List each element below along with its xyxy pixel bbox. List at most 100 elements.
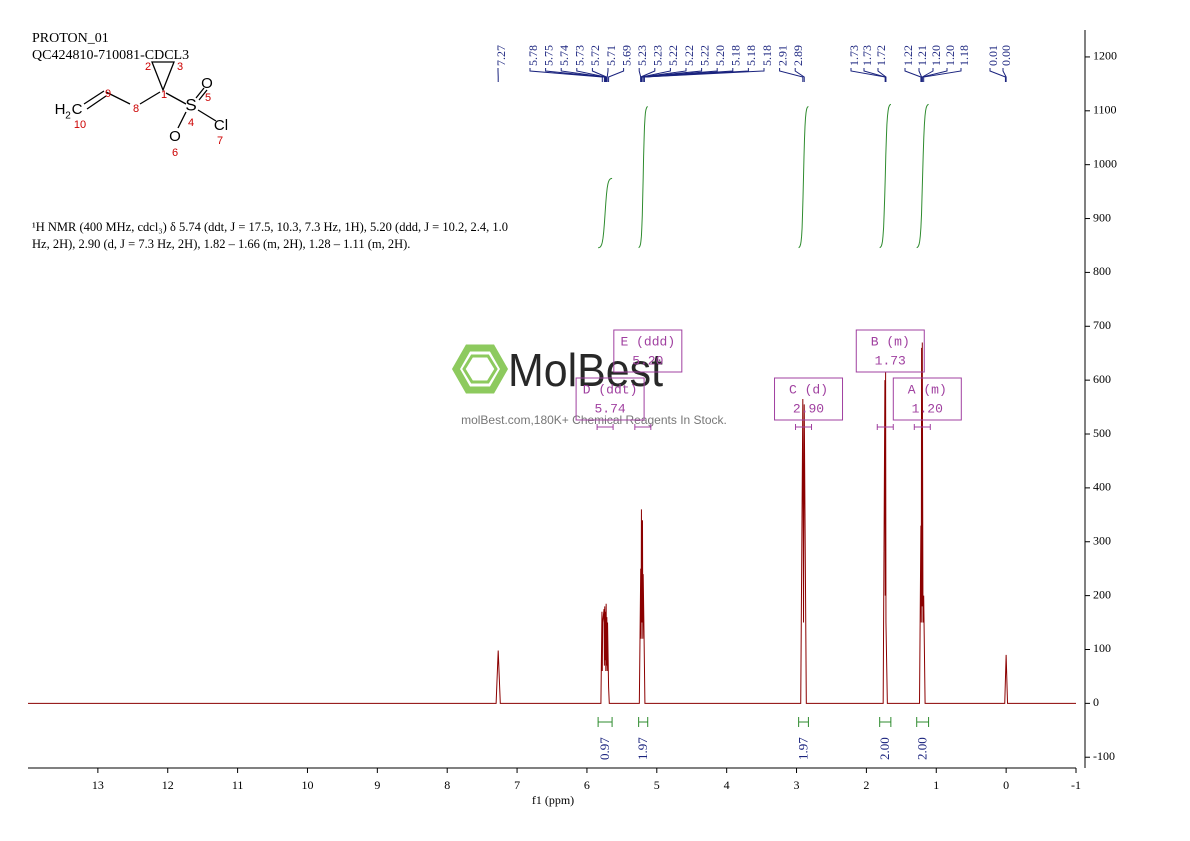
peak-label: 0.00 [999, 45, 1013, 66]
peak-connector [606, 68, 609, 82]
peak-connector [576, 68, 607, 82]
atom-label: 7 [217, 135, 223, 147]
atom-label: 2 [65, 111, 71, 122]
peak-label: 5.18 [760, 45, 774, 66]
integral-curve [879, 103, 892, 249]
y-tick-label: 0 [1093, 695, 1099, 709]
peak-label: 5.18 [744, 45, 758, 66]
x-tick-label: 10 [301, 778, 313, 792]
chart-title: PROTON_01 [32, 31, 109, 46]
peak-connector [643, 68, 765, 82]
peak-connector [863, 68, 886, 82]
multiplet-shift: 5.20 [632, 353, 663, 368]
y-tick-label: 800 [1093, 264, 1111, 278]
multiplet-range [795, 424, 813, 430]
x-tick-label: 0 [1003, 778, 1009, 792]
y-tick-label: 900 [1093, 210, 1111, 224]
x-tick-label: 12 [162, 778, 174, 792]
atom-label: 5 [205, 92, 211, 104]
integral-value: 1.97 [635, 737, 650, 760]
integral-value: 0.97 [597, 737, 612, 760]
structure-bonds [83, 61, 217, 129]
y-tick-label: 500 [1093, 426, 1111, 440]
watermark-brand: MolBest [508, 344, 663, 396]
peak-connector [560, 68, 606, 82]
integral-bracket [798, 717, 809, 727]
x-tick-label: 5 [654, 778, 660, 792]
multiplet-shift: 5.74 [594, 401, 625, 416]
multiplet-box [774, 377, 844, 421]
peak-connector [545, 68, 605, 82]
watermark-logo [451, 344, 509, 394]
atom-label: 10 [74, 119, 86, 131]
x-tick-label: 7 [514, 778, 520, 792]
multiplet-box [892, 377, 962, 421]
peak-label: 1.21 [915, 45, 929, 66]
atom-label: 6 [172, 147, 178, 159]
atom-label: S [185, 95, 196, 114]
multiplet-shift: 1.20 [912, 401, 943, 416]
peak-label: 5.72 [588, 45, 602, 66]
peak-connector [794, 68, 805, 82]
multiplet-box [575, 377, 645, 421]
peak-connector [877, 68, 887, 82]
y-tick-label: 600 [1093, 372, 1111, 386]
integral-bracket [638, 717, 649, 727]
peak-connector [529, 68, 603, 82]
x-tick-label: 1 [933, 778, 939, 792]
peak-label: 5.23 [635, 45, 649, 66]
peak-connector [904, 68, 922, 82]
peak-label: 5.18 [729, 45, 743, 66]
peak-label: 1.20 [929, 45, 943, 66]
peak-label: 1.73 [860, 45, 874, 66]
x-tick-label: 2 [863, 778, 869, 792]
peak-connector [608, 68, 625, 82]
multiplet-range [634, 424, 652, 430]
x-tick-label: 3 [794, 778, 800, 792]
peak-connector [640, 68, 656, 82]
atom-label: C [72, 101, 83, 118]
y-tick-label: 1100 [1093, 103, 1117, 117]
peak-label: 1.20 [943, 45, 957, 66]
peak-label: 5.74 [557, 45, 571, 66]
y-tick-label: 100 [1093, 641, 1111, 655]
multiplet-name: D (ddt) [583, 382, 638, 397]
multiplet-box [613, 329, 683, 373]
atom-label: H [55, 101, 66, 118]
atom-label: O [169, 128, 181, 145]
y-tick-label: -100 [1093, 749, 1115, 763]
peak-connector [921, 68, 948, 82]
atom-label: 2 [145, 61, 151, 73]
multiplet-range [876, 424, 894, 430]
integral-value: 2.00 [877, 737, 892, 760]
integral-curve [916, 103, 929, 249]
peak-connector [989, 68, 1006, 82]
peak-label: 5.73 [573, 45, 587, 66]
peak-label: 0.01 [986, 45, 1000, 66]
spectrum-line [28, 342, 1076, 704]
multiplet-name: E (ddd) [621, 334, 676, 349]
peak-label: 5.75 [541, 45, 555, 66]
atom-label: Cl [214, 117, 228, 134]
peak-label: 1.72 [874, 45, 888, 66]
atom-label: 3 [177, 61, 183, 73]
integral-bracket [597, 717, 613, 727]
multiplet-box [855, 329, 925, 373]
x-tick-label: 11 [232, 778, 244, 792]
nmr-description: ¹H NMR (400 MHz, cdcl₃) δ 5.74 (ddt, J =… [32, 220, 508, 234]
peak-label: 2.89 [791, 45, 805, 66]
integral-value: 2.00 [915, 737, 930, 760]
peak-label: 2.91 [775, 45, 789, 66]
integral-curve [638, 106, 648, 249]
atom-label: 1 [161, 89, 167, 101]
peak-connector [640, 68, 703, 82]
atom-label: 9 [105, 88, 111, 100]
peak-connector [923, 68, 962, 82]
peak-connector [779, 68, 804, 82]
y-tick-label: 400 [1093, 480, 1111, 494]
multiplet-name: B (m) [871, 334, 910, 349]
peak-label: 5.22 [682, 45, 696, 66]
peak-connector [642, 68, 718, 82]
